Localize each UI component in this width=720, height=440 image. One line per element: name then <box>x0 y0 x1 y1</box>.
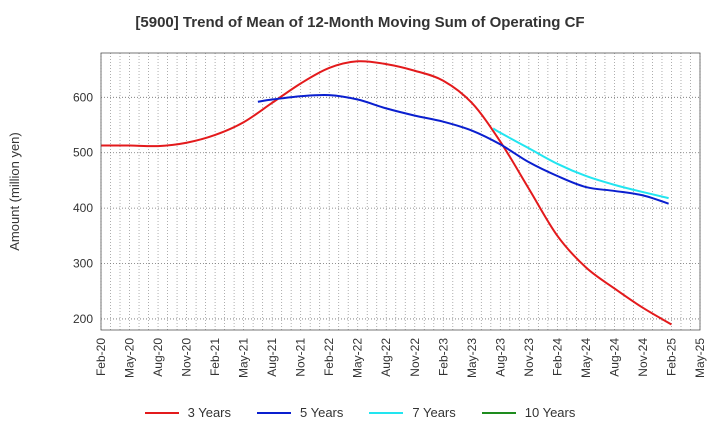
x-tick-label: Aug-24 <box>607 338 621 377</box>
x-tick-label: Feb-20 <box>94 338 108 376</box>
plot-area <box>101 53 700 330</box>
y-tick-label: 600 <box>73 90 93 104</box>
x-tick-label: Feb-23 <box>436 338 450 376</box>
legend-swatch <box>257 411 291 414</box>
legend-item: 3 Years <box>144 405 231 420</box>
legend-swatch <box>369 411 404 414</box>
y-tick-label: 300 <box>73 257 93 271</box>
legend-item: 5 Years <box>257 405 343 420</box>
series-line-3-years <box>100 60 672 326</box>
x-tick-label: Nov-23 <box>522 338 536 377</box>
legend-item: 7 Years <box>369 405 456 420</box>
x-tick-label: Aug-20 <box>151 338 165 377</box>
legend-label: 10 Years <box>524 405 576 420</box>
x-tick-label: Nov-24 <box>636 338 650 377</box>
legend-label: 5 Years <box>300 405 344 420</box>
legend: 3 Years 5 Years 7 Years 10 Years <box>0 405 720 420</box>
legend-label: 3 Years <box>187 405 231 420</box>
series <box>100 60 672 326</box>
series-line-7-years <box>492 127 669 200</box>
y-axis-label: Amount (million yen) <box>7 132 22 251</box>
ticks: 200 300 400 500 600 Feb-20 May-20 Aug-20 Nov-20 F… <box>73 90 707 378</box>
x-tick-label: Feb-25 <box>664 338 678 376</box>
x-tick-label: May-21 <box>237 338 251 378</box>
series-line-5-years <box>257 93 669 205</box>
x-tick-label: Nov-21 <box>294 338 308 377</box>
x-tick-label: May-23 <box>465 338 479 378</box>
x-tick-label: Nov-20 <box>180 338 194 377</box>
x-tick-label: Nov-22 <box>408 338 422 377</box>
x-tick-label: Feb-22 <box>322 338 336 376</box>
legend-swatch <box>144 411 179 414</box>
x-tick-label: Aug-23 <box>493 338 507 377</box>
x-tick-label: Feb-21 <box>208 338 222 376</box>
x-tick-label: May-22 <box>351 338 365 378</box>
x-tick-label: Feb-24 <box>550 338 564 376</box>
x-tick-label: Aug-22 <box>379 338 393 377</box>
legend-item: 10 Years <box>481 405 576 420</box>
y-tick-label: 400 <box>73 201 93 215</box>
x-tick-label: May-24 <box>579 338 593 378</box>
x-tick-label: May-25 <box>693 338 707 378</box>
x-tick-label: Aug-21 <box>265 338 279 377</box>
y-tick-label: 200 <box>73 312 93 326</box>
legend-label: 7 Years <box>412 405 456 420</box>
y-tick-label: 500 <box>73 146 93 160</box>
chart-title: [5900] Trend of Mean of 12-Month Moving … <box>135 14 585 31</box>
legend-swatch <box>481 411 516 414</box>
x-tick-label: May-20 <box>123 338 137 378</box>
plot-border <box>100 52 701 331</box>
